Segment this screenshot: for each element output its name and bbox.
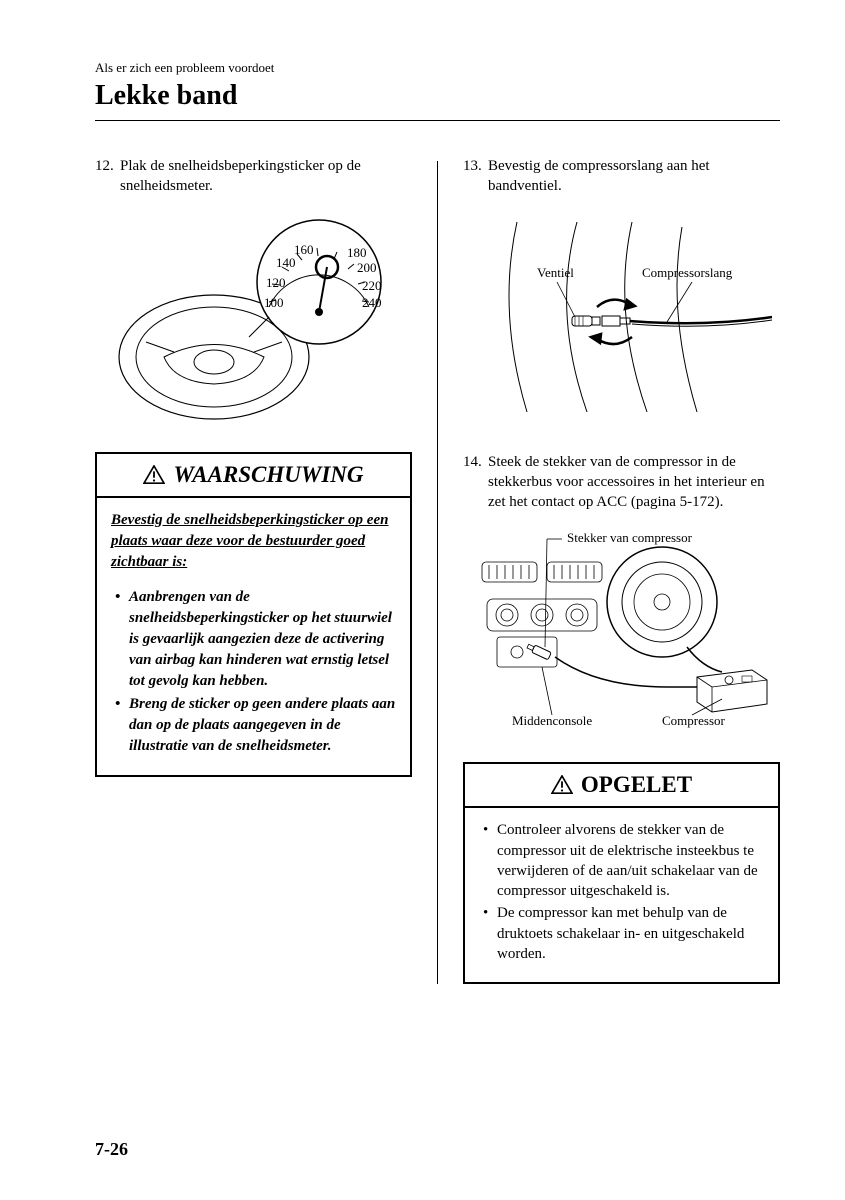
caution-triangle-icon: [551, 775, 573, 795]
speed-100: 100: [264, 295, 284, 310]
speed-160: 160: [294, 242, 314, 257]
speed-120: 120: [266, 275, 286, 290]
label-console: Middenconsole: [512, 713, 592, 728]
step-13-num: 13.: [463, 156, 488, 197]
speedometer-svg: 100 120 140 160 180 200 220 240: [104, 212, 404, 422]
caution-body: Controleer alvorens de stekker van de co…: [465, 808, 778, 982]
header-large-text: Lekke band: [95, 80, 780, 112]
left-column: 12. Plak de snelheidsbeperkingsticker op…: [95, 156, 412, 984]
step-13-text: Bevestig de compressorslang aan het band…: [488, 156, 780, 197]
label-hose: Compressorslang: [642, 265, 733, 280]
speed-140: 140: [276, 255, 296, 270]
step-12: 12. Plak de snelheidsbeperkingsticker op…: [95, 156, 412, 197]
compressor-svg: Stekker van compressor: [467, 527, 777, 732]
warning-triangle-icon: [143, 465, 165, 485]
warning-item-2: Breng de sticker op geen andere plaats a…: [129, 694, 396, 757]
step-12-num: 12.: [95, 156, 120, 197]
speed-200: 200: [357, 260, 377, 275]
label-valve: Ventiel: [537, 265, 574, 280]
speed-180: 180: [347, 245, 367, 260]
caution-list: Controleer alvorens de stekker van de co…: [479, 820, 764, 964]
page-header: Als er zich een probleem voordoet Lekke …: [95, 60, 780, 121]
caution-box: OPGELET Controleer alvorens de stekker v…: [463, 762, 780, 984]
speed-240: 240: [362, 295, 382, 310]
step-13: 13. Bevestig de compressorslang aan het …: [463, 156, 780, 197]
step-14-text: Steek de stekker van de compressor in de…: [488, 452, 780, 513]
caution-header: OPGELET: [465, 764, 778, 808]
warning-box: WAARSCHUWING Bevestig de snelheidsbeperk…: [95, 452, 412, 777]
step-14-num: 14.: [463, 452, 488, 513]
page-number: 7-26: [95, 1139, 128, 1160]
step-12-text: Plak de snelheidsbeperkingsticker op de …: [120, 156, 412, 197]
caution-item-1: Controleer alvorens de stekker van de co…: [497, 820, 764, 901]
right-column: 13. Bevestig de compressorslang aan het …: [463, 156, 780, 984]
valve-svg: Ventiel Compressorslang: [467, 212, 777, 422]
column-divider: [437, 161, 438, 984]
caution-title: OPGELET: [581, 772, 692, 798]
label-compressor: Compressor: [662, 713, 726, 728]
warning-lead: Bevestig de snelheidsbeperkingsticker op…: [111, 510, 396, 573]
warning-title: WAARSCHUWING: [173, 462, 363, 488]
speed-220: 220: [362, 278, 382, 293]
warning-list: Aanbrengen van de snelheidsbeperkingstic…: [111, 587, 396, 757]
header-rule: [95, 120, 780, 121]
illustration-speedometer: 100 120 140 160 180 200 220 240: [95, 212, 412, 427]
warning-body: Bevestig de snelheidsbeperkingsticker op…: [97, 498, 410, 775]
caution-item-2: De compressor kan met behulp van de druk…: [497, 903, 764, 964]
label-plug: Stekker van compressor: [567, 530, 693, 545]
header-small-text: Als er zich een probleem voordoet: [95, 60, 780, 76]
content-columns: 12. Plak de snelheidsbeperkingsticker op…: [95, 156, 780, 984]
step-14: 14. Steek de stekker van de compressor i…: [463, 452, 780, 513]
illustration-compressor: Stekker van compressor: [463, 527, 780, 737]
warning-item-1: Aanbrengen van de snelheidsbeperkingstic…: [129, 587, 396, 692]
warning-header: WAARSCHUWING: [97, 454, 410, 498]
illustration-valve: Ventiel Compressorslang: [463, 212, 780, 427]
